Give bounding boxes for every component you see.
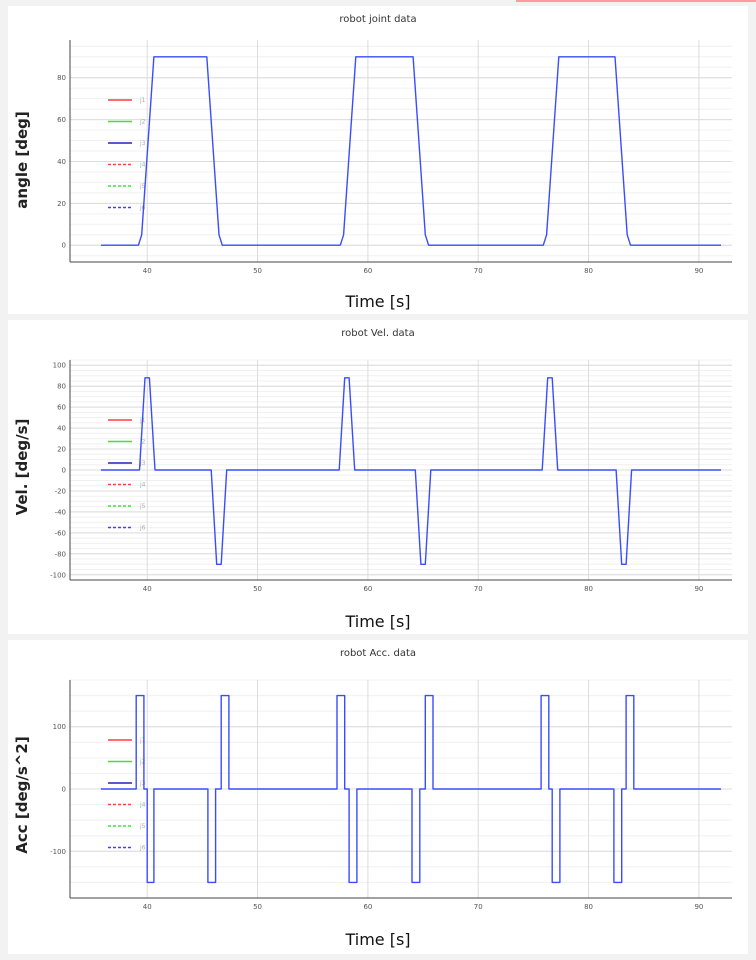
legend-label: j6 (139, 205, 146, 212)
x-tick-label: 90 (694, 903, 703, 911)
x-axis-label: Time [s] (345, 930, 411, 949)
legend-label: j1 (139, 97, 146, 104)
legend-label: j6 (139, 525, 146, 532)
y-tick-label: 60 (57, 116, 66, 124)
series-line (100, 377, 721, 566)
x-tick-label: 90 (694, 267, 703, 275)
legend-label: j5 (139, 503, 146, 510)
legend-label: j5 (139, 183, 146, 190)
x-tick-label: 80 (584, 267, 593, 275)
y-tick-label: 0 (62, 467, 66, 475)
chart-title: robot Acc. data (339, 648, 417, 659)
y-tick-label: -80 (55, 550, 66, 558)
legend-label: j3 (139, 780, 146, 787)
chart-title: robot Vel. data (341, 328, 415, 339)
legend-label: j3 (139, 140, 146, 147)
joint-chart-panel: robot joint data 40 50 60 70 80 90 0 20 40 60 80 j1… (8, 6, 748, 314)
y-tick-label: 40 (57, 425, 66, 433)
x-axis-label: Time [s] (345, 292, 411, 311)
y-tick-label: 100 (53, 362, 66, 370)
series-line (100, 694, 721, 884)
legend-label: j1 (139, 737, 146, 744)
x-tick-label: 50 (253, 267, 262, 275)
x-tick-label: 60 (363, 903, 372, 911)
x-tick-label: 50 (253, 585, 262, 593)
legend-label: j4 (139, 482, 146, 489)
accent-bar (516, 0, 756, 2)
x-tick-label: 70 (474, 267, 483, 275)
legend-label: j5 (139, 823, 146, 830)
x-tick-label: 40 (143, 267, 152, 275)
legend-label: j2 (139, 439, 146, 446)
x-tick-label: 80 (584, 903, 593, 911)
y-tick-label: -100 (50, 848, 66, 856)
joint-chart-plot: 40 50 60 70 80 90 0 20 40 60 80 j1 j2 j3 j4 j5 j6 (57, 40, 732, 275)
acceleration-chart-panel: robot Acc. data 40 50 60 70 80 90 -100 0 100 j1 j2… (8, 640, 748, 954)
y-tick-label: 60 (57, 404, 66, 412)
series-line (100, 56, 721, 246)
y-tick-label: 20 (57, 200, 66, 208)
x-tick-label: 70 (474, 585, 483, 593)
velocity-chart-plot: 40 50 60 70 80 90 -100 -80 -60 -40 -20 0 20 40 60 80 100… (50, 359, 732, 593)
y-tick-label: -100 (50, 571, 66, 579)
x-axis-label: Time [s] (345, 612, 411, 631)
acceleration-chart-plot: 40 50 60 70 80 90 -100 0 100 j1 j2 j3 j4 j5 j6 (50, 679, 732, 911)
x-tick-label: 70 (474, 903, 483, 911)
y-tick-label: 0 (62, 242, 66, 250)
x-tick-label: 60 (363, 267, 372, 275)
y-tick-label: 20 (57, 446, 66, 454)
legend-label: j4 (139, 802, 146, 809)
y-tick-label: 80 (57, 74, 66, 82)
chart-title: robot joint data (339, 14, 417, 25)
legend-label: j2 (139, 119, 146, 126)
y-tick-label: 100 (53, 723, 66, 731)
x-tick-label: 80 (584, 585, 593, 593)
legend-label: j4 (139, 162, 146, 169)
y-tick-label: -60 (55, 529, 66, 537)
y-tick-label: -20 (55, 487, 66, 495)
y-tick-label: 80 (57, 383, 66, 391)
y-tick-label: -40 (55, 508, 66, 516)
x-tick-label: 60 (363, 585, 372, 593)
x-tick-label: 90 (694, 585, 703, 593)
velocity-chart-panel: robot Vel. data 40 50 60 70 80 90 -100 -80 -60 -4… (8, 320, 748, 634)
x-tick-label: 50 (253, 903, 262, 911)
legend-label: j3 (139, 460, 146, 467)
legend-label: j2 (139, 759, 146, 766)
y-axis-label: angle [deg] (13, 111, 31, 209)
legend-label: j6 (139, 845, 146, 852)
y-axis-label: Acc [deg/s^2] (13, 736, 31, 854)
y-tick-label: 0 (62, 786, 66, 794)
x-tick-label: 40 (143, 585, 152, 593)
y-tick-label: 40 (57, 158, 66, 166)
y-axis-label: Vel. [deg/s] (13, 418, 31, 516)
x-tick-label: 40 (143, 903, 152, 911)
